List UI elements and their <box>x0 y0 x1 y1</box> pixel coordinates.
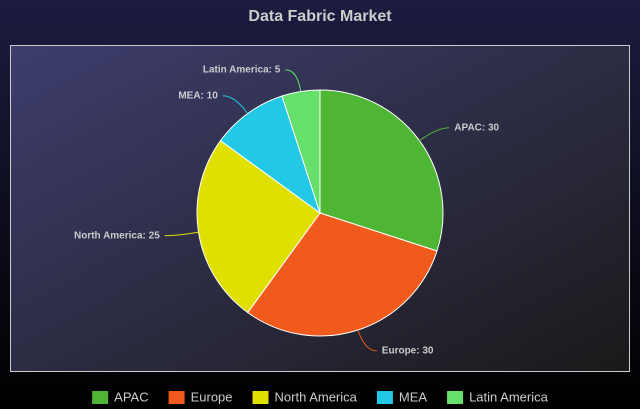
data-label: Europe: 30 <box>382 346 434 357</box>
legend-swatch <box>92 391 109 404</box>
data-label: Latin America: 5 <box>203 64 281 75</box>
leader-line <box>164 231 199 237</box>
legend-swatch <box>168 391 185 404</box>
data-label: APAC: 30 <box>454 122 499 133</box>
data-label: MEA: 10 <box>178 90 218 101</box>
legend-swatch <box>447 391 464 404</box>
data-label: North America: 25 <box>74 230 160 241</box>
legend-label: North America <box>275 389 358 404</box>
legend: APAC Europe North America MEA Latin America <box>92 389 549 404</box>
leader-line <box>285 69 302 92</box>
legend-label: Latin America <box>469 389 549 404</box>
pie-slice <box>281 89 321 214</box>
legend-label: MEA <box>399 389 428 404</box>
legend-swatch <box>376 391 393 404</box>
pie-slice <box>196 140 321 314</box>
leader-line <box>357 329 377 352</box>
legend-label: APAC <box>114 389 148 404</box>
legend-swatch <box>252 391 269 404</box>
leader-line <box>222 95 249 114</box>
pie-slice <box>219 95 321 215</box>
chart-title: Data Fabric Market <box>248 8 392 25</box>
legend-label: Europe <box>191 389 233 404</box>
leader-line <box>419 127 450 142</box>
